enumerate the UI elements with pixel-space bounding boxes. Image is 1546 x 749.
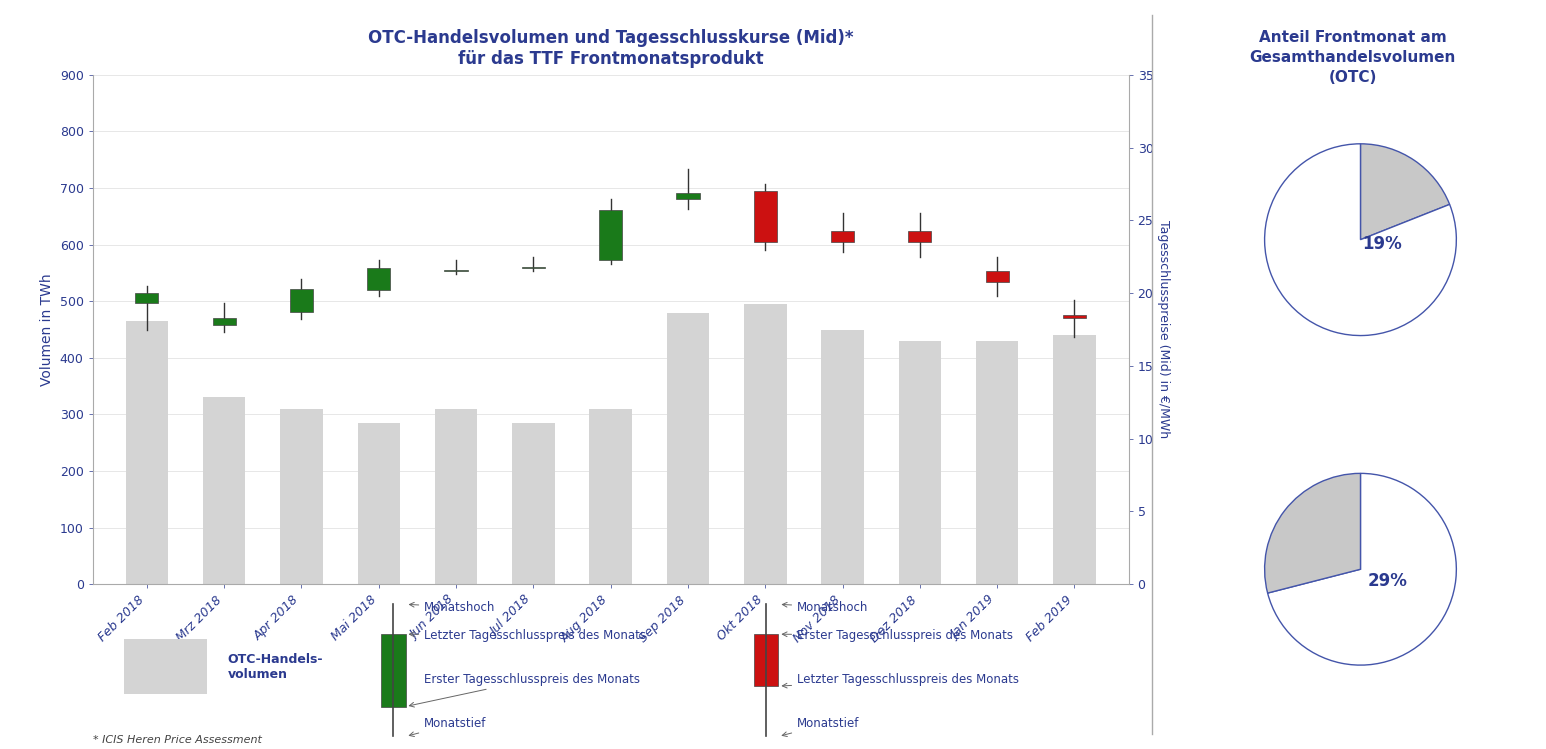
Bar (976, 341, 1019, 584)
Bar (832, 231, 853, 242)
Wedge shape (1360, 144, 1450, 240)
Text: Letzter Tagesschlusspreis des Monats: Letzter Tagesschlusspreis des Monats (410, 629, 646, 642)
Bar (1053, 336, 1096, 584)
Bar (898, 341, 942, 584)
Bar (753, 634, 779, 686)
Bar (589, 409, 632, 584)
Text: Februar 2018: Februar 2018 (1296, 532, 1410, 547)
Bar (136, 293, 159, 303)
Bar (744, 304, 787, 584)
Text: * ICIS Heren Price Assessment: * ICIS Heren Price Assessment (93, 736, 261, 745)
Bar (523, 267, 544, 268)
Text: Monatstief: Monatstief (410, 717, 487, 736)
Wedge shape (1265, 144, 1456, 336)
Bar (380, 634, 405, 706)
Y-axis label: Volumen in TWh: Volumen in TWh (40, 273, 54, 386)
Bar (445, 270, 468, 271)
Text: 19%: 19% (1362, 235, 1401, 253)
Bar (434, 409, 478, 584)
Bar (357, 423, 400, 584)
Bar (512, 423, 555, 584)
Bar (600, 210, 621, 260)
Text: Monatstief: Monatstief (782, 717, 860, 736)
Bar (280, 409, 323, 584)
Bar (666, 312, 710, 584)
Bar (754, 191, 778, 242)
Text: Erster Tagesschlusspreis des Monats: Erster Tagesschlusspreis des Monats (410, 673, 640, 707)
Text: Monatshoch: Monatshoch (410, 601, 496, 613)
Bar (909, 231, 931, 242)
Text: Letzter Tagesschlusspreis des Monats: Letzter Tagesschlusspreis des Monats (782, 673, 1019, 688)
Bar (677, 192, 699, 198)
Bar (213, 318, 235, 325)
Wedge shape (1265, 473, 1360, 593)
Text: Anteil Frontmonat am
Gesamthandelsvolumen
(OTC): Anteil Frontmonat am Gesamthandelsvolume… (1249, 30, 1456, 85)
Y-axis label: Tagesschlusspreise (Mid) in €/MWh: Tagesschlusspreise (Mid) in €/MWh (1156, 220, 1170, 439)
Wedge shape (1268, 473, 1456, 665)
Bar (368, 268, 390, 291)
FancyBboxPatch shape (124, 639, 207, 694)
Bar (821, 330, 864, 584)
Bar (203, 398, 246, 584)
Text: Erster Tagesschlusspreis des Monats: Erster Tagesschlusspreis des Monats (782, 629, 1013, 642)
Bar (291, 289, 312, 312)
Text: 29%: 29% (1367, 571, 1407, 589)
Text: OTC-Handels-
volumen: OTC-Handels- volumen (227, 653, 323, 681)
Bar (125, 321, 169, 584)
Bar (986, 271, 1010, 282)
Text: Monatshoch: Monatshoch (782, 601, 869, 613)
Text: Februar 2019: Februar 2019 (1296, 217, 1410, 232)
Title: OTC-Handelsvolumen und Tagesschlusskurse (Mid)*
für das TTF Frontmonatsprodukt: OTC-Handelsvolumen und Tagesschlusskurse… (368, 29, 853, 68)
Bar (1064, 315, 1087, 318)
